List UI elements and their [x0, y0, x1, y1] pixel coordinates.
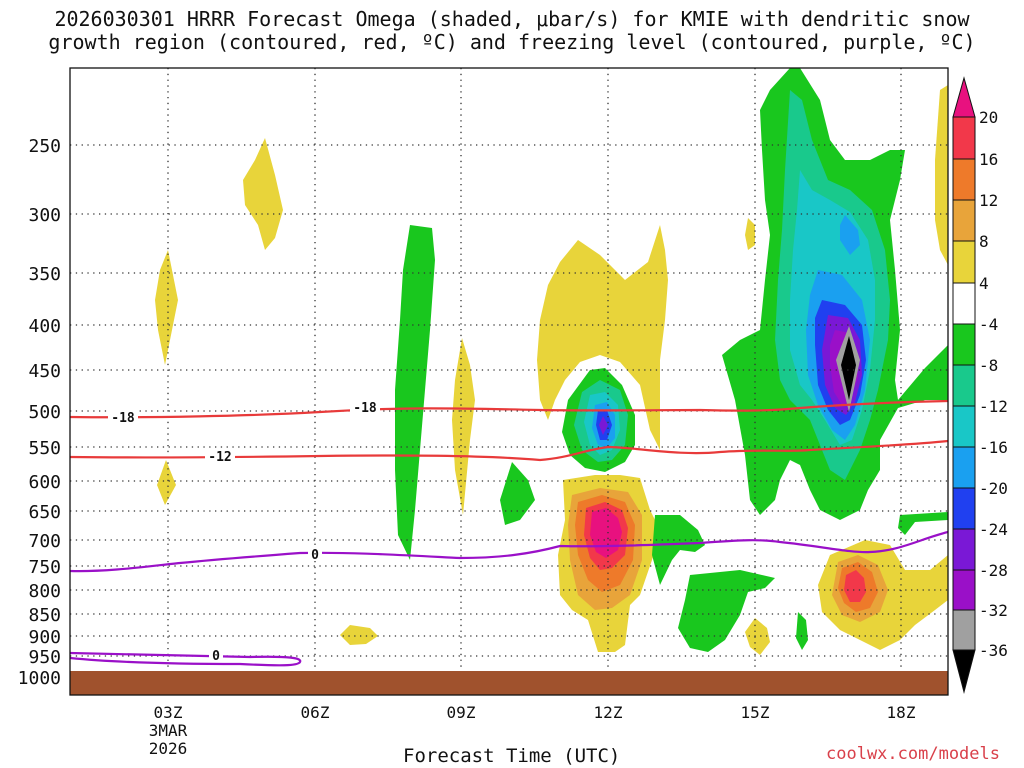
- contours: [70, 399, 948, 667]
- x-tick-label: 12Z: [594, 703, 623, 722]
- omega-fill: [840, 215, 860, 255]
- colorbar-label: -12: [979, 397, 1008, 416]
- y-tick-label: 300: [28, 205, 61, 226]
- omega-fill: [599, 416, 608, 435]
- x-tick-label: 09Z: [447, 703, 476, 722]
- omega-fill: [340, 625, 378, 645]
- x-axis-title: Forecast Time (UTC): [403, 745, 621, 767]
- omega-fill: [157, 460, 176, 505]
- y-tick-label: 550: [28, 438, 61, 459]
- omega-fill: [500, 462, 535, 525]
- colorbar-label: 4: [979, 274, 989, 293]
- contour-label: 0: [212, 649, 220, 664]
- colorbar-label: -36: [979, 641, 1008, 660]
- colorbar-label: -8: [979, 356, 998, 375]
- x-tick-date: 3MAR: [149, 721, 188, 740]
- y-axis: 250 300 350 400 450 500 550 600 650 700 …: [18, 136, 61, 689]
- colorbar-label: 16: [979, 150, 998, 169]
- x-tick-label: 06Z: [301, 703, 330, 722]
- colorbar-swatch: [952, 240, 976, 284]
- y-tick-label: 500: [28, 402, 61, 423]
- x-tick-year: 2026: [149, 739, 188, 758]
- omega-fill: [844, 570, 866, 602]
- omega-fill: [841, 336, 856, 400]
- colorbar-swatch: [952, 487, 976, 530]
- title-line-1: 2026030301 HRRR Forecast Omega (shaded, …: [54, 7, 970, 31]
- omega-fill: [652, 515, 705, 585]
- ground-surface: [70, 671, 948, 695]
- contour-label: 0: [311, 548, 319, 563]
- colorbar-swatch: [952, 446, 976, 489]
- plot-frame: [69, 67, 949, 696]
- omega-fill: [796, 612, 808, 650]
- colorbar-swatch: [952, 323, 976, 366]
- omega-fill: [243, 138, 283, 250]
- colorbar-swatch: [952, 116, 976, 160]
- colorbar: [952, 76, 976, 694]
- contour-labels: -18 -18 -12 0 0: [108, 400, 380, 664]
- colorbar-swatch: [952, 405, 976, 448]
- colorbar-label: 8: [979, 232, 989, 251]
- colorbar-label: -4: [979, 315, 998, 334]
- y-tick-label: 900: [28, 627, 61, 648]
- freezing-level-0: [70, 530, 948, 573]
- y-tick-label: 250: [28, 136, 61, 157]
- colorbar-label: 12: [979, 191, 998, 210]
- y-tick-label: 1000: [18, 668, 61, 689]
- colorbar-label: -28: [979, 561, 1008, 580]
- x-tick-label: 18Z: [887, 703, 916, 722]
- y-tick-label: 600: [28, 472, 61, 493]
- omega-fill: [745, 618, 770, 655]
- credit-link[interactable]: coolwx.com/models: [826, 744, 1000, 764]
- y-gridlines: [70, 144, 948, 657]
- omega-fill: [935, 85, 948, 265]
- colorbar-labels: 20 16 12 8 4 -4 -8 -12 -16 -20 -24 -28 -…: [979, 108, 1008, 660]
- omega-fill: [395, 225, 435, 560]
- isotherm-minus-12: [70, 439, 948, 462]
- colorbar-swatch: [952, 649, 976, 694]
- y-tick-label: 750: [28, 557, 61, 578]
- title-line-2: growth region (contoured, red, ºC) and f…: [48, 30, 976, 54]
- colorbar-label: -20: [979, 479, 1008, 498]
- colorbar-swatch: [952, 76, 976, 118]
- contour-label: -18: [111, 411, 135, 426]
- omega-fill: [898, 512, 948, 535]
- contour-label: -18: [353, 401, 377, 416]
- shaded-omega: [155, 68, 948, 655]
- freezing-level-0-lower: [70, 651, 302, 667]
- omega-fill: [155, 250, 178, 365]
- y-tick-label: 450: [28, 361, 61, 382]
- contour-label: -12: [208, 450, 231, 465]
- colorbar-label: 20: [979, 108, 998, 127]
- y-tick-label: 350: [28, 264, 61, 285]
- chart-title: 2026030301 HRRR Forecast Omega (shaded, …: [0, 8, 1024, 54]
- y-tick-label: 400: [28, 316, 61, 337]
- omega-fill: [537, 225, 668, 450]
- x-tick-label: 03Z: [154, 703, 183, 722]
- y-tick-label: 650: [28, 502, 61, 523]
- x-gridlines: [167, 68, 902, 695]
- x-axis: 03Z 3MAR 2026 06Z 09Z 12Z 15Z 18Z: [149, 703, 916, 758]
- y-tick-label: 950: [28, 647, 61, 668]
- colorbar-label: -16: [979, 438, 1008, 457]
- colorbar-swatch: [952, 609, 976, 651]
- colorbar-swatch: [952, 528, 976, 571]
- colorbar-label: -32: [979, 601, 1008, 620]
- colorbar-swatch: [952, 199, 976, 242]
- colorbar-label: -24: [979, 520, 1008, 539]
- isotherm-minus-18: [70, 399, 948, 419]
- y-tick-label: 700: [28, 531, 61, 552]
- omega-fill: [745, 218, 755, 250]
- omega-fill: [452, 338, 475, 515]
- colorbar-swatch: [952, 364, 976, 407]
- y-tick-label: 850: [28, 605, 61, 626]
- colorbar-swatch: [952, 158, 976, 201]
- colorbar-swatch: [952, 569, 976, 611]
- x-tick-label: 15Z: [741, 703, 770, 722]
- colorbar-swatch: [952, 282, 976, 325]
- y-tick-label: 800: [28, 581, 61, 602]
